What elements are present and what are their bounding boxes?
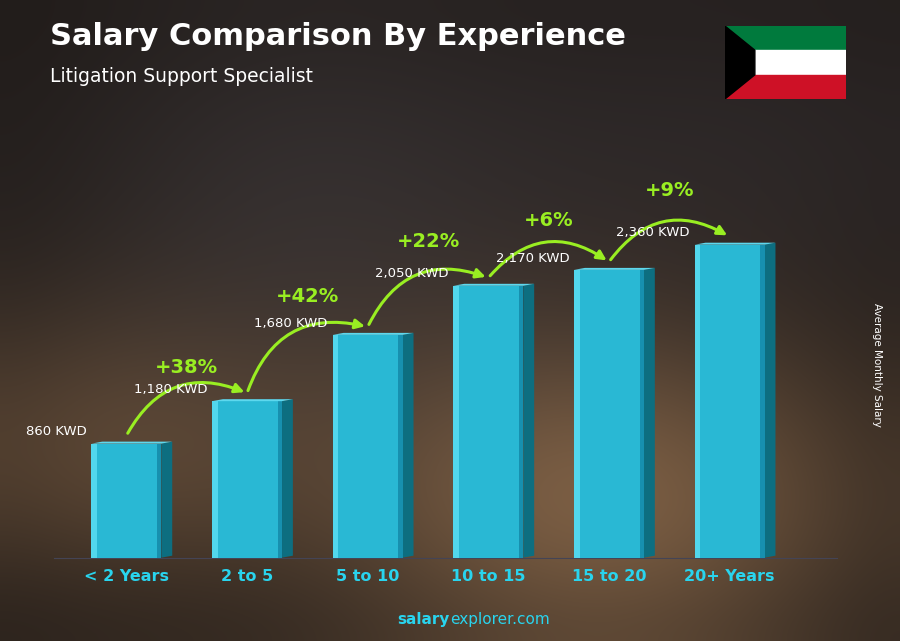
Polygon shape (695, 245, 700, 558)
Polygon shape (333, 335, 338, 558)
Polygon shape (640, 270, 644, 558)
Polygon shape (212, 399, 292, 401)
Bar (724, 26, 846, 50)
Polygon shape (333, 335, 402, 558)
Polygon shape (402, 333, 413, 558)
Polygon shape (278, 401, 282, 558)
Text: salary: salary (398, 612, 450, 627)
Text: 1,680 KWD: 1,680 KWD (255, 317, 328, 329)
Polygon shape (724, 26, 755, 99)
Polygon shape (212, 401, 218, 558)
Polygon shape (760, 245, 765, 558)
Text: +22%: +22% (396, 232, 460, 251)
Text: 1,180 KWD: 1,180 KWD (134, 383, 207, 396)
Text: explorer.com: explorer.com (450, 612, 550, 627)
Text: Salary Comparison By Experience: Salary Comparison By Experience (50, 22, 625, 51)
Polygon shape (92, 442, 172, 444)
Text: 2,170 KWD: 2,170 KWD (496, 251, 569, 265)
Polygon shape (333, 333, 413, 335)
Polygon shape (695, 243, 776, 245)
Polygon shape (92, 444, 97, 558)
Polygon shape (454, 286, 459, 558)
Text: +6%: +6% (524, 211, 573, 230)
Polygon shape (454, 286, 523, 558)
Polygon shape (282, 399, 292, 558)
Polygon shape (765, 243, 776, 558)
Text: 860 KWD: 860 KWD (26, 426, 86, 438)
Polygon shape (644, 268, 655, 558)
Text: 2,360 KWD: 2,360 KWD (616, 226, 689, 239)
Polygon shape (574, 268, 655, 270)
Polygon shape (92, 444, 161, 558)
Polygon shape (454, 284, 535, 286)
Polygon shape (523, 284, 535, 558)
Polygon shape (158, 444, 161, 558)
Polygon shape (574, 270, 644, 558)
Text: Average Monthly Salary: Average Monthly Salary (872, 303, 883, 428)
Polygon shape (399, 335, 402, 558)
Text: +9%: +9% (644, 181, 694, 199)
Polygon shape (212, 401, 282, 558)
Bar (724, 75, 846, 99)
Text: Litigation Support Specialist: Litigation Support Specialist (50, 67, 312, 87)
Text: 2,050 KWD: 2,050 KWD (375, 267, 448, 281)
Polygon shape (519, 286, 523, 558)
Polygon shape (161, 442, 172, 558)
Text: +42%: +42% (275, 287, 339, 306)
Polygon shape (574, 270, 580, 558)
Bar (724, 50, 846, 75)
Polygon shape (695, 245, 765, 558)
Text: +38%: +38% (155, 358, 219, 378)
